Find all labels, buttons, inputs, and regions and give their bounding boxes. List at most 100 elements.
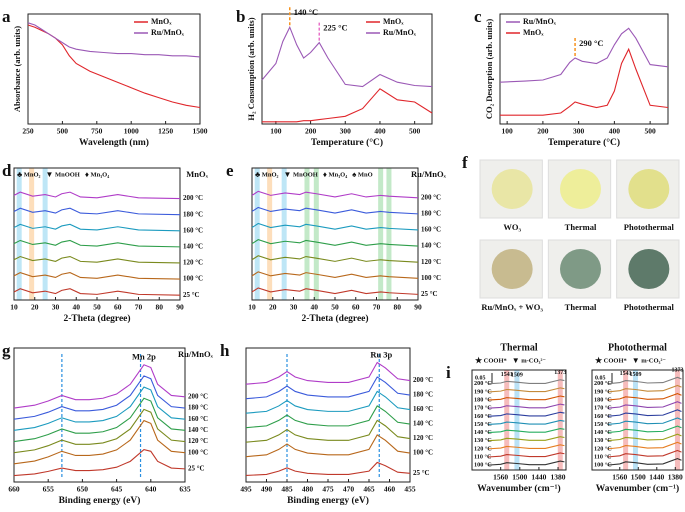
x-tick-label: 660 (8, 485, 20, 494)
trace-label: 160 °C (594, 413, 612, 420)
x-axis-label: Temperature (°C) (548, 137, 620, 148)
photo-caption: Thermal (565, 302, 597, 312)
panel-title: Photothermal (608, 342, 667, 353)
panel-letter: e (226, 161, 234, 180)
annotation: Ru 3p (370, 349, 392, 359)
y-axis-label: H₂ Consumption (arb. units) (246, 17, 256, 120)
annotation: 225 °C (323, 23, 347, 33)
trace-label: 150 °C (474, 421, 492, 428)
reference-band (42, 168, 48, 300)
x-tick-label: 300 (573, 127, 585, 136)
reference-band (29, 168, 35, 300)
x-tick-label: 400 (609, 127, 621, 136)
panel-letter: b (236, 7, 245, 26)
phase-label: COOH* (604, 357, 627, 364)
legend-label: Ru/MnOₓ (151, 28, 185, 37)
reference-band (254, 168, 260, 300)
series-line (251, 271, 419, 279)
x-axis-label: Wavenumber (cm⁻¹) (477, 483, 560, 494)
annotation: 140 °C (294, 7, 318, 17)
panel-title: MnOₓ (186, 169, 208, 179)
series-line (487, 452, 565, 458)
series-line (500, 47, 669, 116)
x-tick-label: 20 (31, 303, 39, 312)
x-tick-label: 10 (10, 303, 18, 312)
trace-label: 170 °C (474, 405, 492, 412)
phase-symbol: ▼ (46, 170, 54, 179)
trace-label: 140 °C (413, 420, 433, 428)
phase-symbol: ▼ (284, 170, 292, 179)
x-tick-label: 70 (135, 303, 143, 312)
phase-symbol: ★ (475, 356, 483, 365)
series-line (487, 379, 565, 385)
photo-caption: Thermal (565, 222, 597, 232)
panel-letter: c (474, 7, 482, 26)
x-tick-label: 250 (22, 127, 34, 136)
trace-label: 120 °C (413, 434, 433, 442)
reference-band (386, 168, 392, 300)
series-line (13, 449, 186, 477)
trace-label: 190 °C (594, 388, 612, 395)
series-line (245, 376, 411, 400)
plot-frame (251, 167, 419, 301)
x-tick-label: 1500 (631, 473, 646, 482)
series-line (13, 419, 186, 465)
series-line (13, 397, 186, 443)
phase-symbol: ▼ (632, 356, 640, 365)
photo-caption: WO₃ (503, 222, 521, 232)
reference-band (378, 168, 384, 300)
x-tick-label: 20 (269, 303, 277, 312)
phase-symbol: ♣ (17, 170, 23, 179)
series-line (245, 461, 411, 477)
photo-caption: Photothermal (624, 222, 675, 232)
series-line (245, 419, 411, 443)
reference-band (313, 168, 319, 300)
trace-label: 25 °C (421, 290, 438, 298)
series-line (487, 419, 565, 426)
phase-label: m-CO₃²⁻ (521, 357, 546, 364)
series-line (13, 364, 186, 409)
series-line (251, 222, 419, 231)
phase-symbol: ♠ (352, 170, 357, 179)
series-line (487, 436, 565, 442)
panel-letter: a (2, 7, 11, 26)
trace-label: 170 °C (594, 405, 612, 412)
series-line (261, 25, 433, 88)
x-axis-label: Temperature (°C) (311, 137, 383, 148)
x-axis-label: Wavelength (nm) (79, 137, 149, 148)
phase-symbol: ▼ (512, 356, 520, 365)
legend-label: MnOₓ (383, 17, 404, 26)
x-tick-label: 70 (373, 303, 381, 312)
x-tick-label: 640 (145, 485, 157, 494)
trace-label: 160 °C (421, 226, 441, 234)
series-line (487, 387, 565, 393)
trace-label: 140 °C (474, 429, 492, 436)
x-tick-label: 480 (302, 485, 314, 494)
x-tick-label: 1500 (193, 127, 208, 136)
trace-label: 160 °C (188, 415, 208, 423)
sample-powder (491, 169, 533, 209)
x-tick-label: 400 (374, 127, 386, 136)
series-line (487, 460, 565, 466)
trace-label: 110 °C (594, 453, 611, 460)
trace-label: 160 °C (474, 413, 492, 420)
scale-label: 0.05 (475, 375, 486, 381)
x-tick-label: 1500 (512, 473, 527, 482)
sample-powder (560, 169, 601, 209)
reference-band (281, 168, 287, 300)
panel-title: Ru/MnOₓ (178, 349, 214, 359)
x-tick-label: 465 (363, 485, 375, 494)
trace-label: 200 °C (594, 380, 612, 387)
series-line (245, 390, 411, 414)
trace-label: 180 °C (474, 397, 492, 404)
scale-label: 0.05 (595, 375, 606, 381)
x-tick-label: 1560 (493, 473, 508, 482)
x-axis-label: Wavenumber (cm⁻¹) (596, 483, 679, 494)
x-tick-label: 1440 (531, 473, 546, 482)
x-tick-label: 1250 (158, 127, 173, 136)
sample-powder (491, 249, 533, 289)
x-tick-label: 100 (502, 127, 514, 136)
trace-label: 130 °C (594, 437, 612, 444)
series-line (251, 190, 419, 199)
trace-label: 140 °C (421, 242, 441, 250)
